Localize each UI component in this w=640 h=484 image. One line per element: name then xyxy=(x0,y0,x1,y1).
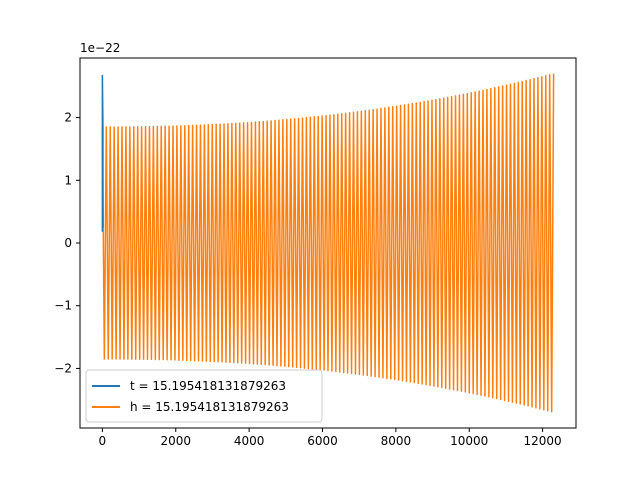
legend: t = 15.195418131879263 h = 15.1954181318… xyxy=(85,369,323,423)
y-tick-label: −2 xyxy=(54,361,72,375)
y-tick-label: −1 xyxy=(54,299,72,313)
x-tick-label: 10000 xyxy=(450,434,488,448)
series-line-h xyxy=(101,73,555,413)
x-tick-label: 8000 xyxy=(381,434,412,448)
y-tick-label: 2 xyxy=(64,111,72,125)
y-tick-label: 1 xyxy=(64,173,72,187)
legend-label-t: t = 15.195418131879263 xyxy=(130,379,286,393)
legend-label-h: h = 15.195418131879263 xyxy=(130,400,289,414)
legend-box xyxy=(85,369,323,423)
series-line-t xyxy=(101,74,104,232)
x-tick-label: 0 xyxy=(99,434,107,448)
x-tick-label: 4000 xyxy=(234,434,265,448)
x-tick-label: 6000 xyxy=(307,434,338,448)
x-tick-label: 12000 xyxy=(524,434,562,448)
y-axis-scale-label: 1e−22 xyxy=(80,41,120,55)
y-tick-label: 0 xyxy=(64,236,72,250)
series-layer xyxy=(101,73,555,413)
y-axis: −2 −1 0 1 2 xyxy=(54,111,80,375)
x-tick-label: 2000 xyxy=(160,434,191,448)
x-axis: 0 2000 4000 6000 8000 10000 12000 xyxy=(99,428,562,448)
